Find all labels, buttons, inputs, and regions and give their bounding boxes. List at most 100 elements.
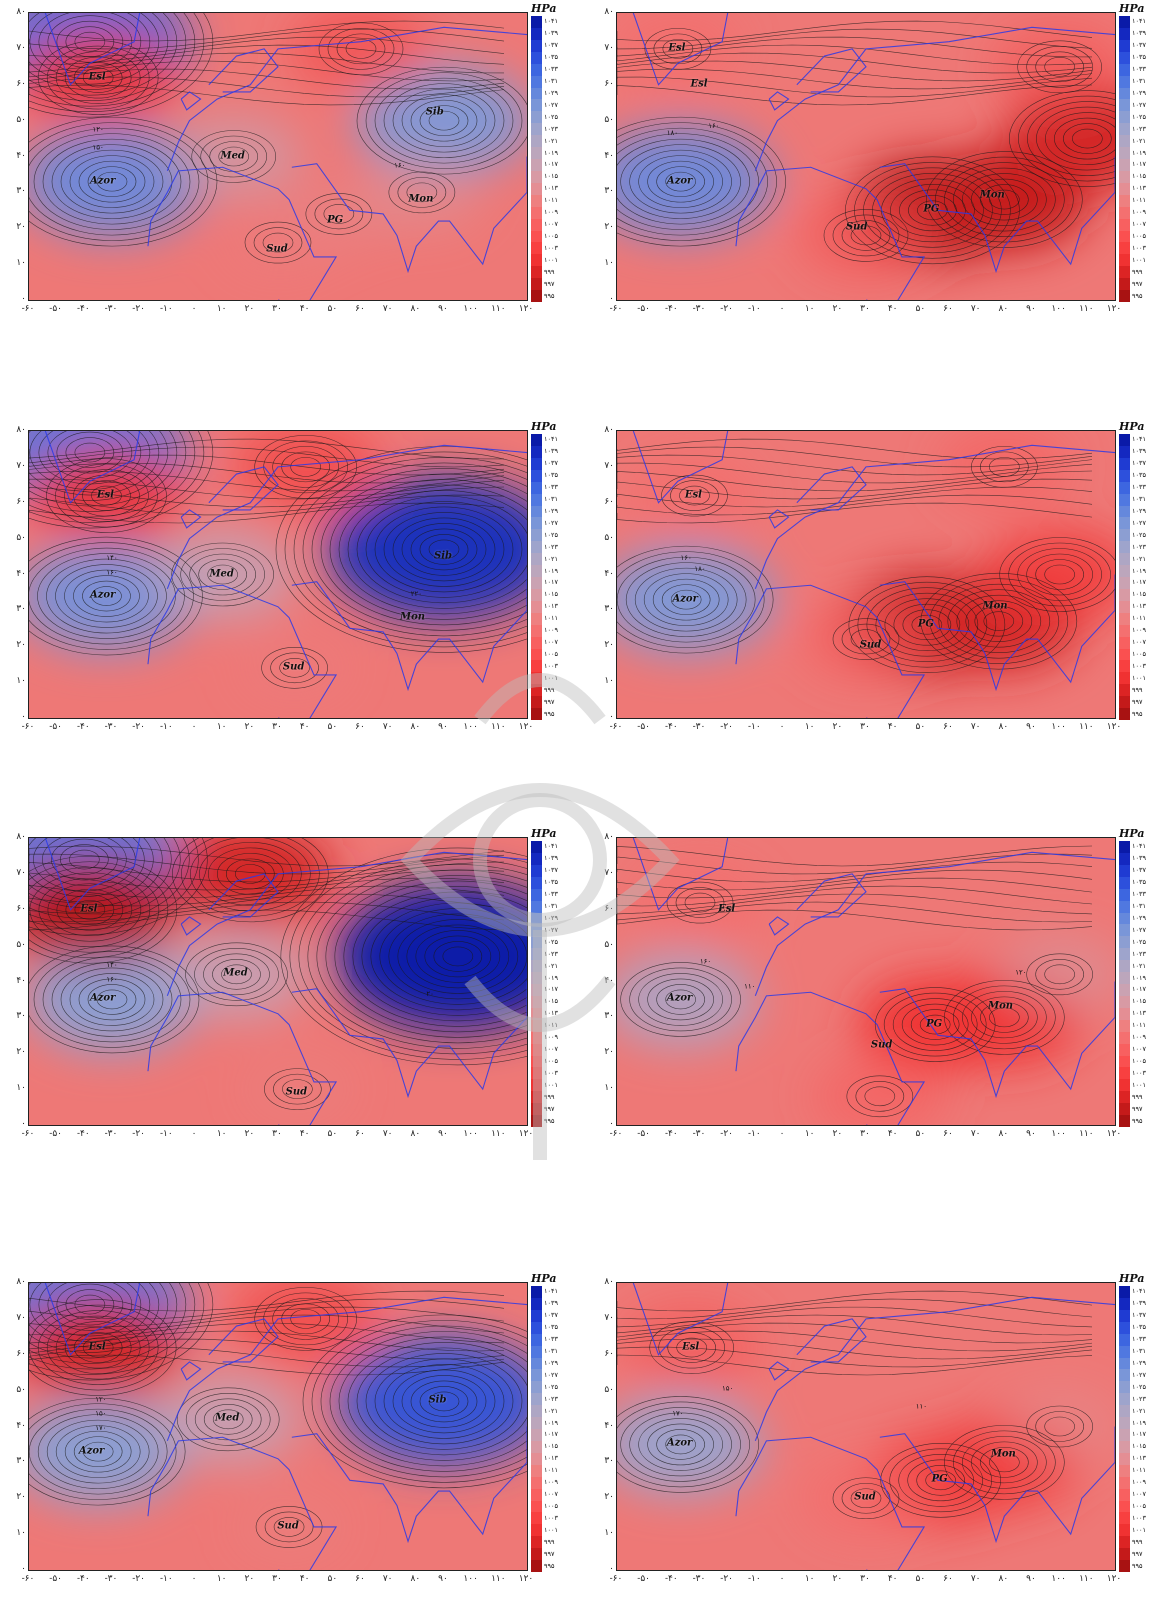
y-tick-label: ۵۰ — [604, 532, 614, 543]
isobar — [1027, 101, 1115, 176]
pressure-system-label: Med — [209, 568, 234, 579]
isobar — [383, 1364, 505, 1439]
isobar-lines — [617, 845, 1093, 1118]
y-tick-label: ۶۰ — [604, 903, 614, 914]
colorbar-level-label: ۱۰۴۱ — [544, 435, 558, 444]
x-tick-label: ۶۰ — [355, 722, 365, 732]
isobar — [29, 838, 190, 925]
colorbar-level-label: ۱۰۱۱ — [544, 196, 558, 205]
colorbar-swatch — [531, 1019, 542, 1033]
colorbar-swatch — [1119, 1103, 1130, 1116]
pressure-field: ۱۲۰ ۱۵۰ ۱۷۰ — [29, 1283, 527, 1570]
coastline-4 — [180, 509, 202, 529]
isobar — [73, 474, 140, 517]
isobar — [670, 589, 702, 610]
isobar — [629, 967, 732, 1032]
colorbar-level-label: ۱۰۲۳ — [544, 542, 558, 551]
colorbar-swatch — [1119, 852, 1130, 866]
x-tick-label: -۶۰ — [609, 1574, 623, 1584]
colorbar-level-label: ۱۰۳۳ — [1132, 1335, 1146, 1344]
colorbar-level-label: ۱۰۰۷ — [544, 638, 558, 647]
colorbar-swatch — [1119, 194, 1130, 208]
colorbar-swatch — [531, 1007, 542, 1021]
colorbar-level-label: ۱۰۳۳ — [1132, 890, 1146, 899]
colorbar-swatch — [531, 123, 542, 136]
isobar — [1026, 953, 1093, 996]
isobar — [212, 1409, 244, 1430]
coastline-4 — [180, 91, 202, 111]
colorbar-swatch — [531, 481, 542, 495]
colorbar-level-label: ۱۰۲۵ — [544, 530, 558, 539]
coastline-5 — [796, 873, 867, 918]
colorbar-swatch — [531, 111, 542, 124]
colorbar-level-label: ۹۹۹ — [1132, 1537, 1143, 1546]
coastline-1 — [166, 444, 527, 590]
colorbar-swatch — [531, 51, 542, 65]
colorbar-level-label: ۹۹۵ — [1132, 291, 1143, 300]
isobar — [406, 182, 438, 203]
isobar — [261, 646, 328, 689]
isobar — [365, 72, 523, 169]
colorbar-swatch — [531, 469, 542, 483]
contour-label: ۱۵۰ — [95, 1410, 106, 1418]
isobar — [46, 1419, 150, 1484]
x-axis: -۶۰ -۵۰ -۴۰ -۳۰ -۲۰ -۱۰ ۰ ۱۰ ۲۰ ۳۰ ۴۰ ۵۰ ۶۰ ۷۰ ۸۰ ۹۰ ۱۰۰… — [22, 304, 534, 318]
colorbar-level-label: ۱۰۲۹ — [1132, 1358, 1146, 1367]
isobar — [356, 1347, 527, 1456]
colorbar-level-label: ۱۰۳۵ — [1132, 53, 1146, 62]
isobar — [383, 512, 505, 587]
colorbar-level-label: ۱۰۳۵ — [544, 53, 558, 62]
colorbar-legend: HPa ۱۰۴۱ ۱۰۳۹ ۱۰۳۷ ۱۰۳۵ ۱۰۳۳ ۱۰۳۱ ۱۰۲۹ ۱۰۲۷ ۱۰۲۵ ۱… — [1119, 420, 1151, 721]
isobar — [392, 88, 496, 153]
isobar — [47, 1283, 133, 1331]
colorbar-level-label: ۱۰۴۱ — [1132, 17, 1146, 26]
isobar — [290, 457, 321, 477]
colorbar-swatch — [1119, 1524, 1130, 1537]
pressure-center-0 — [617, 125, 774, 238]
x-tick-label: ۱۰۰ — [1051, 1129, 1066, 1139]
colorbar-level-label: ۱۰۰۹ — [544, 208, 558, 217]
colorbar-swatch — [1119, 1417, 1130, 1430]
colorbar-swatch — [531, 1079, 542, 1092]
colorbar-level-label: ۱۰۰۳ — [1132, 1513, 1146, 1522]
x-tick-label: ۹۰ — [1026, 722, 1036, 732]
colorbar-swatch — [1119, 290, 1130, 303]
colorbar-swatch — [1119, 87, 1130, 100]
colorbar-swatch — [531, 16, 542, 29]
colorbar-swatch — [531, 206, 542, 220]
colorbar-swatch — [531, 1536, 542, 1549]
isobar-zonal — [29, 494, 505, 516]
isobar — [1063, 123, 1112, 154]
isobar — [419, 534, 469, 565]
pressure-system-label: Esl — [88, 71, 106, 83]
isobar — [999, 537, 1115, 612]
isobar-lines — [29, 431, 527, 689]
colorbar-unit: HPa — [531, 2, 557, 15]
colorbar-level-label: ۱۰۰۹ — [544, 1478, 558, 1487]
colorbar-level-label: ۱۰۰۷ — [1132, 638, 1146, 647]
isobar — [264, 1068, 331, 1110]
coastlines — [44, 13, 527, 300]
colorbar-level-label: ۱۰۲۷ — [544, 1370, 558, 1379]
isobar-zonal — [29, 1306, 505, 1328]
colorbar-level-label: ۱۰۰۱ — [1132, 1525, 1146, 1534]
colorbar-level-label: ۹۹۵ — [1132, 1561, 1143, 1570]
isobar — [675, 887, 725, 918]
map-panel-r3-left: ۱۴۰ ۱۶۰ ۲۰ Esl Azor Med Sud ۸۰ ۷۰ ۶۰ ۵۰ ۴۰ ۳۰ ۲۰ ۱۰ ۰ -۶… — [0, 825, 560, 1165]
isobar-zonal — [617, 877, 1093, 899]
isobar — [29, 13, 196, 107]
y-tick-label: ۰ — [609, 294, 614, 304]
isobar — [410, 99, 478, 142]
colorbar-swatch — [1119, 242, 1130, 255]
x-tick-label: ۲۰ — [832, 304, 843, 314]
isobar-zonal — [29, 502, 505, 524]
pressure-center-5 — [29, 448, 184, 543]
colorbar-level-label: ۱۰۳۷ — [1132, 459, 1146, 468]
y-tick-label: ۱۰ — [604, 258, 614, 269]
coastline-5 — [796, 1318, 867, 1363]
coastline-2 — [147, 991, 338, 1125]
isobar-zonal — [617, 454, 1093, 476]
coastlines — [632, 13, 1115, 300]
pressure-map: ۱۶۰ ۱۸۰ — [616, 430, 1116, 719]
isobar — [679, 485, 710, 506]
